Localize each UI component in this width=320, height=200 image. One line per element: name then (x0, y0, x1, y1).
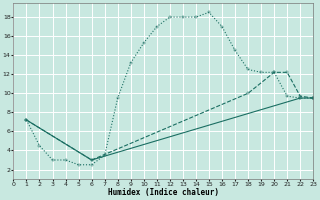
X-axis label: Humidex (Indice chaleur): Humidex (Indice chaleur) (108, 188, 219, 197)
